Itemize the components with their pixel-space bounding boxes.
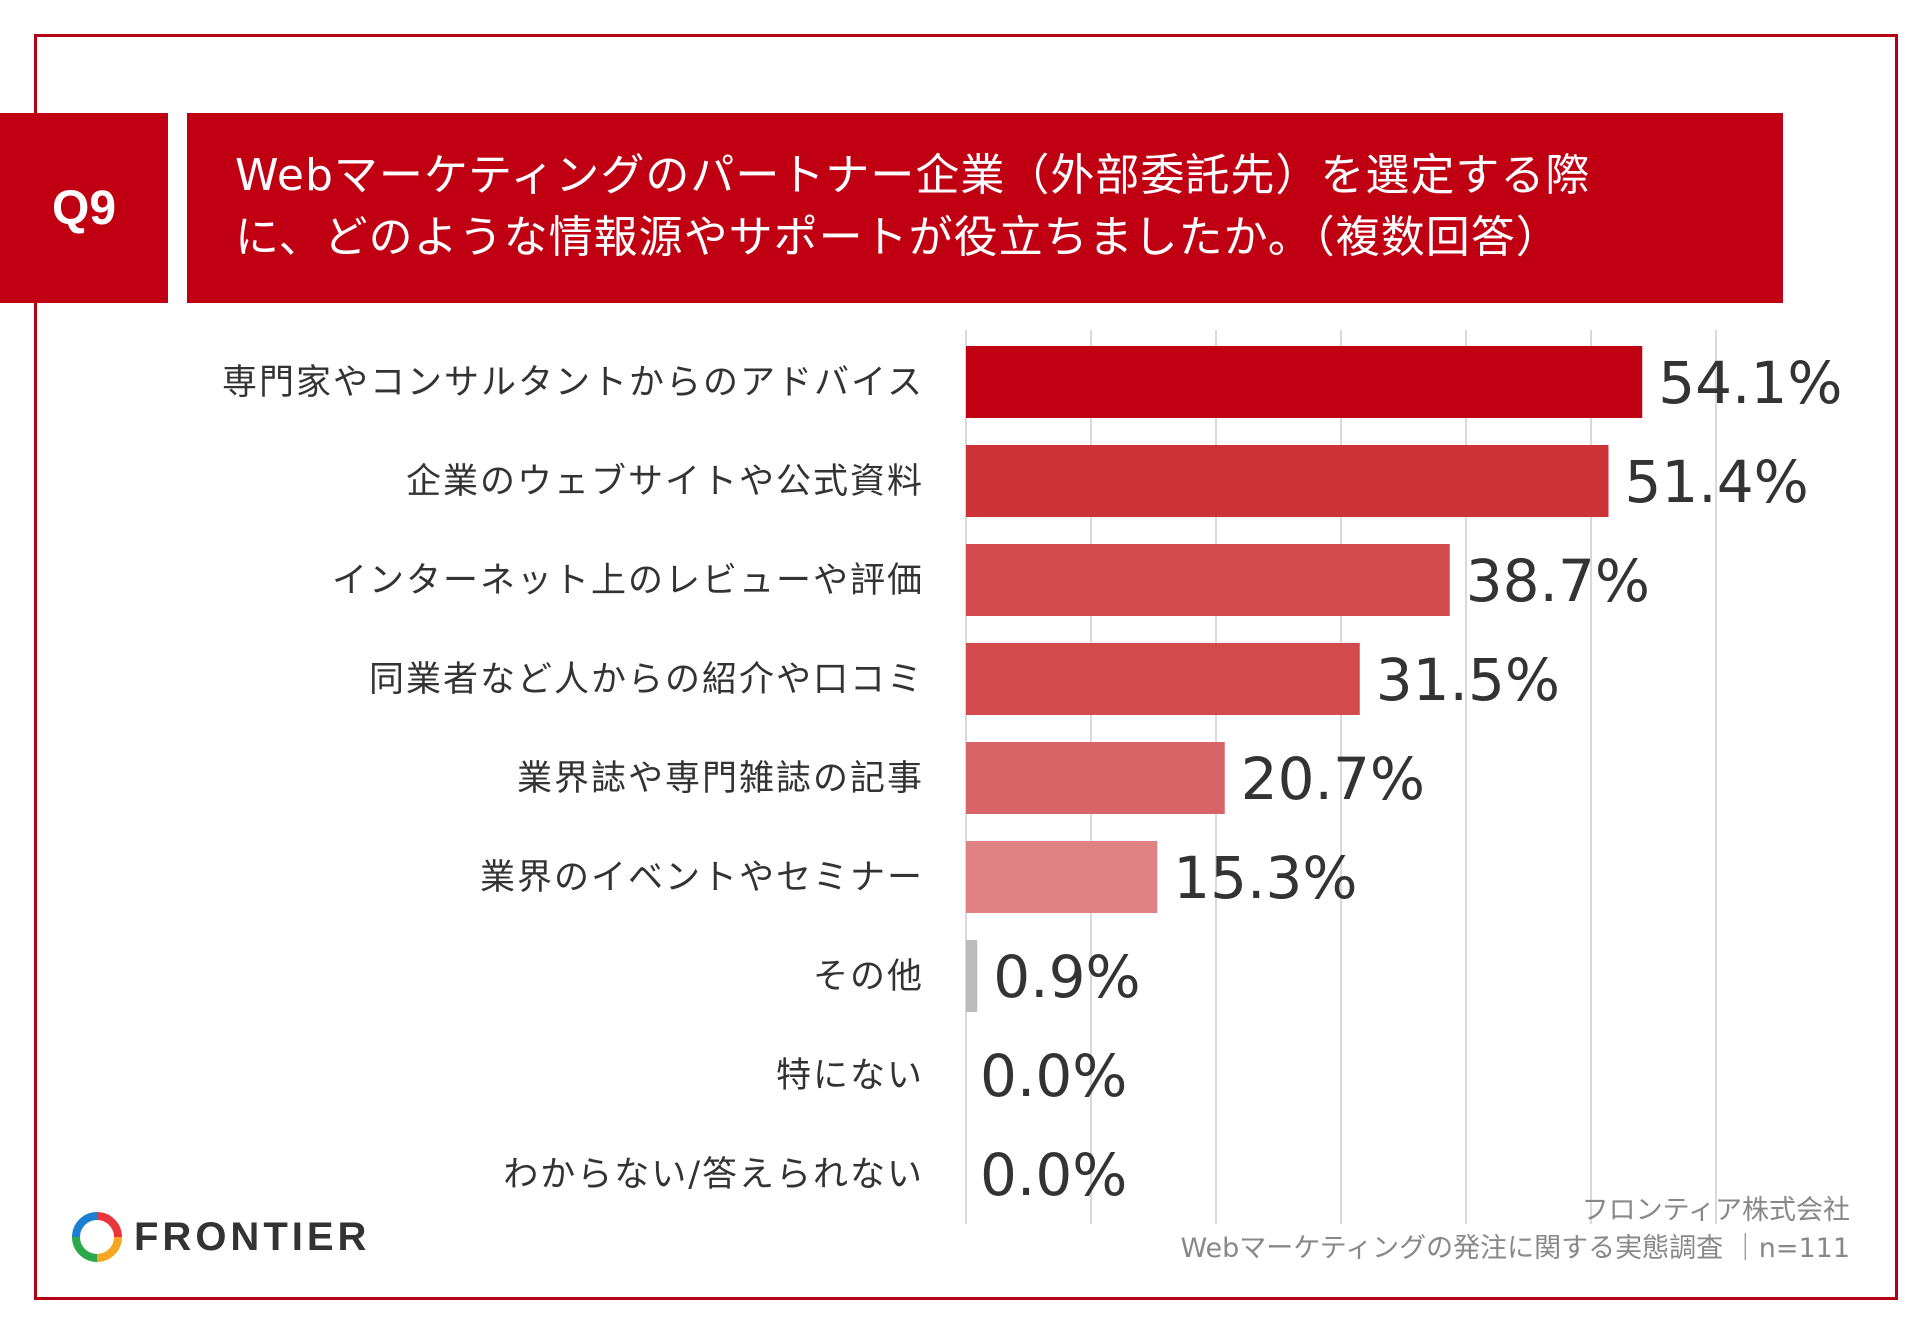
- category-label: 業界誌や専門雑誌の記事: [517, 759, 924, 799]
- value-label: 15.3%: [1173, 844, 1357, 912]
- category-label: その他: [813, 957, 924, 997]
- category-label: 同業者など人からの紹介や口コミ: [369, 660, 924, 700]
- source-survey: Webマーケティングの発注に関する実態調査 ｜n=111: [1180, 1233, 1850, 1264]
- source-company: フロンティア株式会社: [1581, 1195, 1850, 1226]
- category-label: 業界のイベントやセミナー: [480, 858, 924, 898]
- logo-text: FRONTIER: [134, 1214, 371, 1259]
- bar: [966, 940, 978, 1012]
- value-label: 0.0%: [980, 1141, 1127, 1209]
- value-label: 31.5%: [1376, 646, 1560, 714]
- category-label: インターネット上のレビューや評価: [332, 561, 924, 601]
- logo-mark-icon: [72, 1212, 122, 1262]
- category-label: 企業のウェブサイトや公式資料: [406, 462, 924, 502]
- category-label: 専門家やコンサルタントからのアドバイス: [222, 363, 924, 403]
- category-label: わからない/答えられない: [503, 1155, 924, 1195]
- frontier-logo: FRONTIER: [70, 1210, 370, 1264]
- bar: [966, 544, 1450, 616]
- value-label: 54.1%: [1658, 349, 1842, 417]
- value-label: 0.9%: [993, 943, 1140, 1011]
- slide-frame: [34, 34, 1898, 1300]
- question-number-badge: Q9: [0, 113, 168, 303]
- value-label: 0.0%: [980, 1042, 1127, 1110]
- bar: [966, 445, 1609, 517]
- value-label: 38.7%: [1466, 547, 1650, 615]
- bar: [966, 742, 1225, 814]
- value-label: 51.4%: [1625, 448, 1809, 516]
- bar: [966, 643, 1360, 715]
- bar: [966, 346, 1643, 418]
- value-label: 20.7%: [1241, 745, 1425, 813]
- source-note: フロンティア株式会社 Webマーケティングの発注に関する実態調査 ｜n=111: [1180, 1192, 1850, 1268]
- question-title: Webマーケティングのパートナー企業（外部委託先）を選定する際 に、どのような情…: [187, 113, 1783, 303]
- bar: [966, 841, 1158, 913]
- category-label: 特にない: [776, 1056, 924, 1096]
